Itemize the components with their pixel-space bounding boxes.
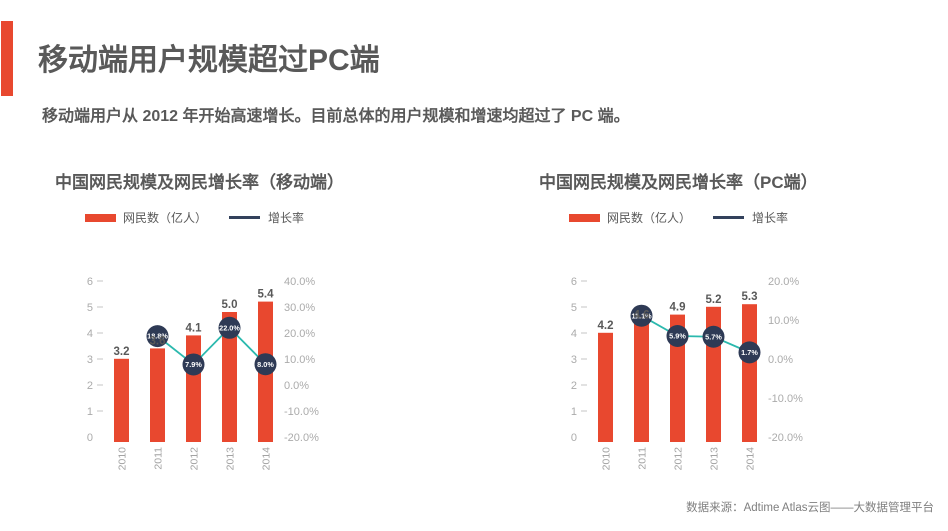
growth-line: [156, 326, 267, 366]
legend-bar-swatch: [569, 213, 600, 222]
chart-title-pc: 中国网民规模及网民增长率（PC端）: [539, 173, 818, 192]
growth-value-label: 18.8%: [147, 332, 168, 341]
title-accent-bar: [1, 21, 13, 96]
growth-marker-2011: [146, 325, 169, 348]
growth-marker-2011: [630, 304, 653, 327]
left-axis-tick: 0: [571, 432, 577, 444]
left-axis-tick: 3: [87, 354, 93, 366]
left-axis-tick: 2: [571, 380, 577, 392]
left-axis-tick: 5: [571, 302, 577, 314]
growth-value-label: 7.9%: [185, 360, 202, 369]
bar-value-label: 4.9: [670, 302, 686, 314]
right-axis-tick: 20.0%: [284, 328, 315, 340]
x-axis-label: 2012: [189, 447, 201, 471]
x-axis-label: 2014: [261, 447, 273, 471]
growth-value-label: 22.0%: [219, 323, 240, 332]
right-axis-tick: -20.0%: [768, 432, 803, 444]
x-axis-label: 2013: [225, 447, 237, 471]
left-axis-tick: 4: [571, 328, 577, 340]
growth-line: [641, 314, 750, 354]
growth-marker-2013: [702, 325, 725, 348]
bar-2010: [114, 358, 129, 442]
bar-value-label: 5.2: [706, 294, 722, 306]
page-title: 移动端用户规模超过PC端: [38, 44, 380, 77]
bar-value-label: 3.6: [150, 335, 166, 347]
legend-bar-label: 网民数（亿人）: [607, 211, 692, 225]
chart-pc-plot: 6 5 4 3 2 1 0 20.0% 10.0% 0.0% -10.0% -20.0% 2010 201…: [571, 276, 803, 471]
bar-2012: [670, 314, 685, 442]
left-axis-tick: 6: [571, 276, 577, 288]
bar-2011: [634, 322, 649, 442]
chart-pc: 中国网民规模及网民增长率（PC端） 网民数（亿人） 增长率 6 5 4 3 2 1 0 20.…: [539, 165, 948, 485]
bar-value-label: 4.1: [186, 322, 203, 334]
legend-line-label: 增长率: [752, 211, 789, 225]
bar-value-label: 3.2: [114, 346, 130, 358]
right-axis-tick: 20.0%: [768, 276, 799, 288]
bar-2013: [222, 312, 237, 442]
right-axis-tick: -20.0%: [284, 432, 319, 444]
chart-legend-pc: 网民数（亿人） 增长率: [569, 209, 788, 226]
right-axis-tick: 30.0%: [284, 302, 315, 314]
right-axis-tick: 0.0%: [768, 354, 793, 366]
left-axis-tick: 1: [571, 406, 577, 418]
left-axis-tick: 4: [87, 328, 93, 340]
x-axis-label: 2013: [709, 447, 721, 471]
bar-2014: [742, 304, 757, 442]
x-axis-label: 2014: [745, 447, 757, 471]
right-axis-tick: -10.0%: [768, 393, 803, 405]
left-axis-tick: 5: [87, 302, 93, 314]
growth-marker-2014: [254, 353, 277, 376]
growth-marker-2012: [666, 324, 689, 347]
growth-value-label: 8.0%: [257, 360, 274, 369]
growth-marker-2013: [218, 316, 241, 339]
left-axis-tick: 3: [571, 354, 577, 366]
growth-value-label: 5.7%: [705, 332, 722, 341]
chart-mobile: 中国网民规模及网民增长率（移动端） 网民数（亿人） 增长率 6 5 4 3 2 1 0 40.…: [55, 165, 495, 485]
bar-value-label: 5.3: [742, 291, 758, 303]
x-axis-label: 2011: [153, 447, 165, 470]
growth-marker-2012: [182, 353, 205, 376]
bar-2010: [598, 332, 613, 442]
growth-marker-2014: [738, 341, 761, 364]
bar-value-label: 4.6: [634, 309, 650, 321]
bar-value-label: 5.4: [258, 289, 275, 301]
legend-line-swatch: [713, 216, 745, 219]
left-axis-tick: 6: [87, 276, 93, 288]
left-axis-tick: 1: [87, 406, 93, 418]
left-axis-tick: 0: [87, 432, 93, 444]
chart-mobile-plot: 6 5 4 3 2 1 0 40.0% 30.0% 20.0% 10.0% 0.0% -10.0% -20…: [87, 276, 319, 471]
bar-2011: [150, 348, 165, 442]
growth-value-label: 1.7%: [741, 348, 758, 357]
right-axis-tick: 40.0%: [284, 276, 315, 288]
right-axis-tick: 10.0%: [284, 354, 315, 366]
right-axis-tick: 10.0%: [768, 315, 799, 327]
bar-value-label: 5.0: [222, 299, 238, 311]
x-axis-label: 2010: [117, 447, 129, 471]
page-subtitle: 移动端用户从 2012 年开始高速增长。目前总体的用户规模和增速均超过了 PC …: [42, 108, 630, 125]
chart-title-mobile: 中国网民规模及网民增长率（移动端）: [55, 173, 344, 192]
right-axis-tick: -10.0%: [284, 406, 319, 418]
growth-value-label: 11.1%: [631, 311, 652, 320]
right-axis-tick: 0.0%: [284, 380, 309, 392]
legend-line-swatch: [229, 216, 261, 219]
x-axis-label: 2011: [637, 447, 649, 470]
bar-value-label: 4.2: [598, 320, 614, 332]
bar-2012: [186, 335, 201, 442]
x-axis-label: 2012: [673, 447, 685, 471]
left-axis-tick: 2: [87, 380, 93, 392]
data-source: 数据来源：Adtime Atlas云图——大数据管理平台: [686, 502, 934, 514]
x-axis-label: 2010: [601, 447, 613, 471]
legend-line-label: 增长率: [268, 211, 305, 225]
chart-legend-mobile: 网民数（亿人） 增长率: [85, 209, 304, 226]
legend-bar-label: 网民数（亿人）: [123, 211, 208, 225]
legend-bar-swatch: [85, 213, 116, 222]
growth-value-label: 5.9%: [669, 332, 686, 341]
